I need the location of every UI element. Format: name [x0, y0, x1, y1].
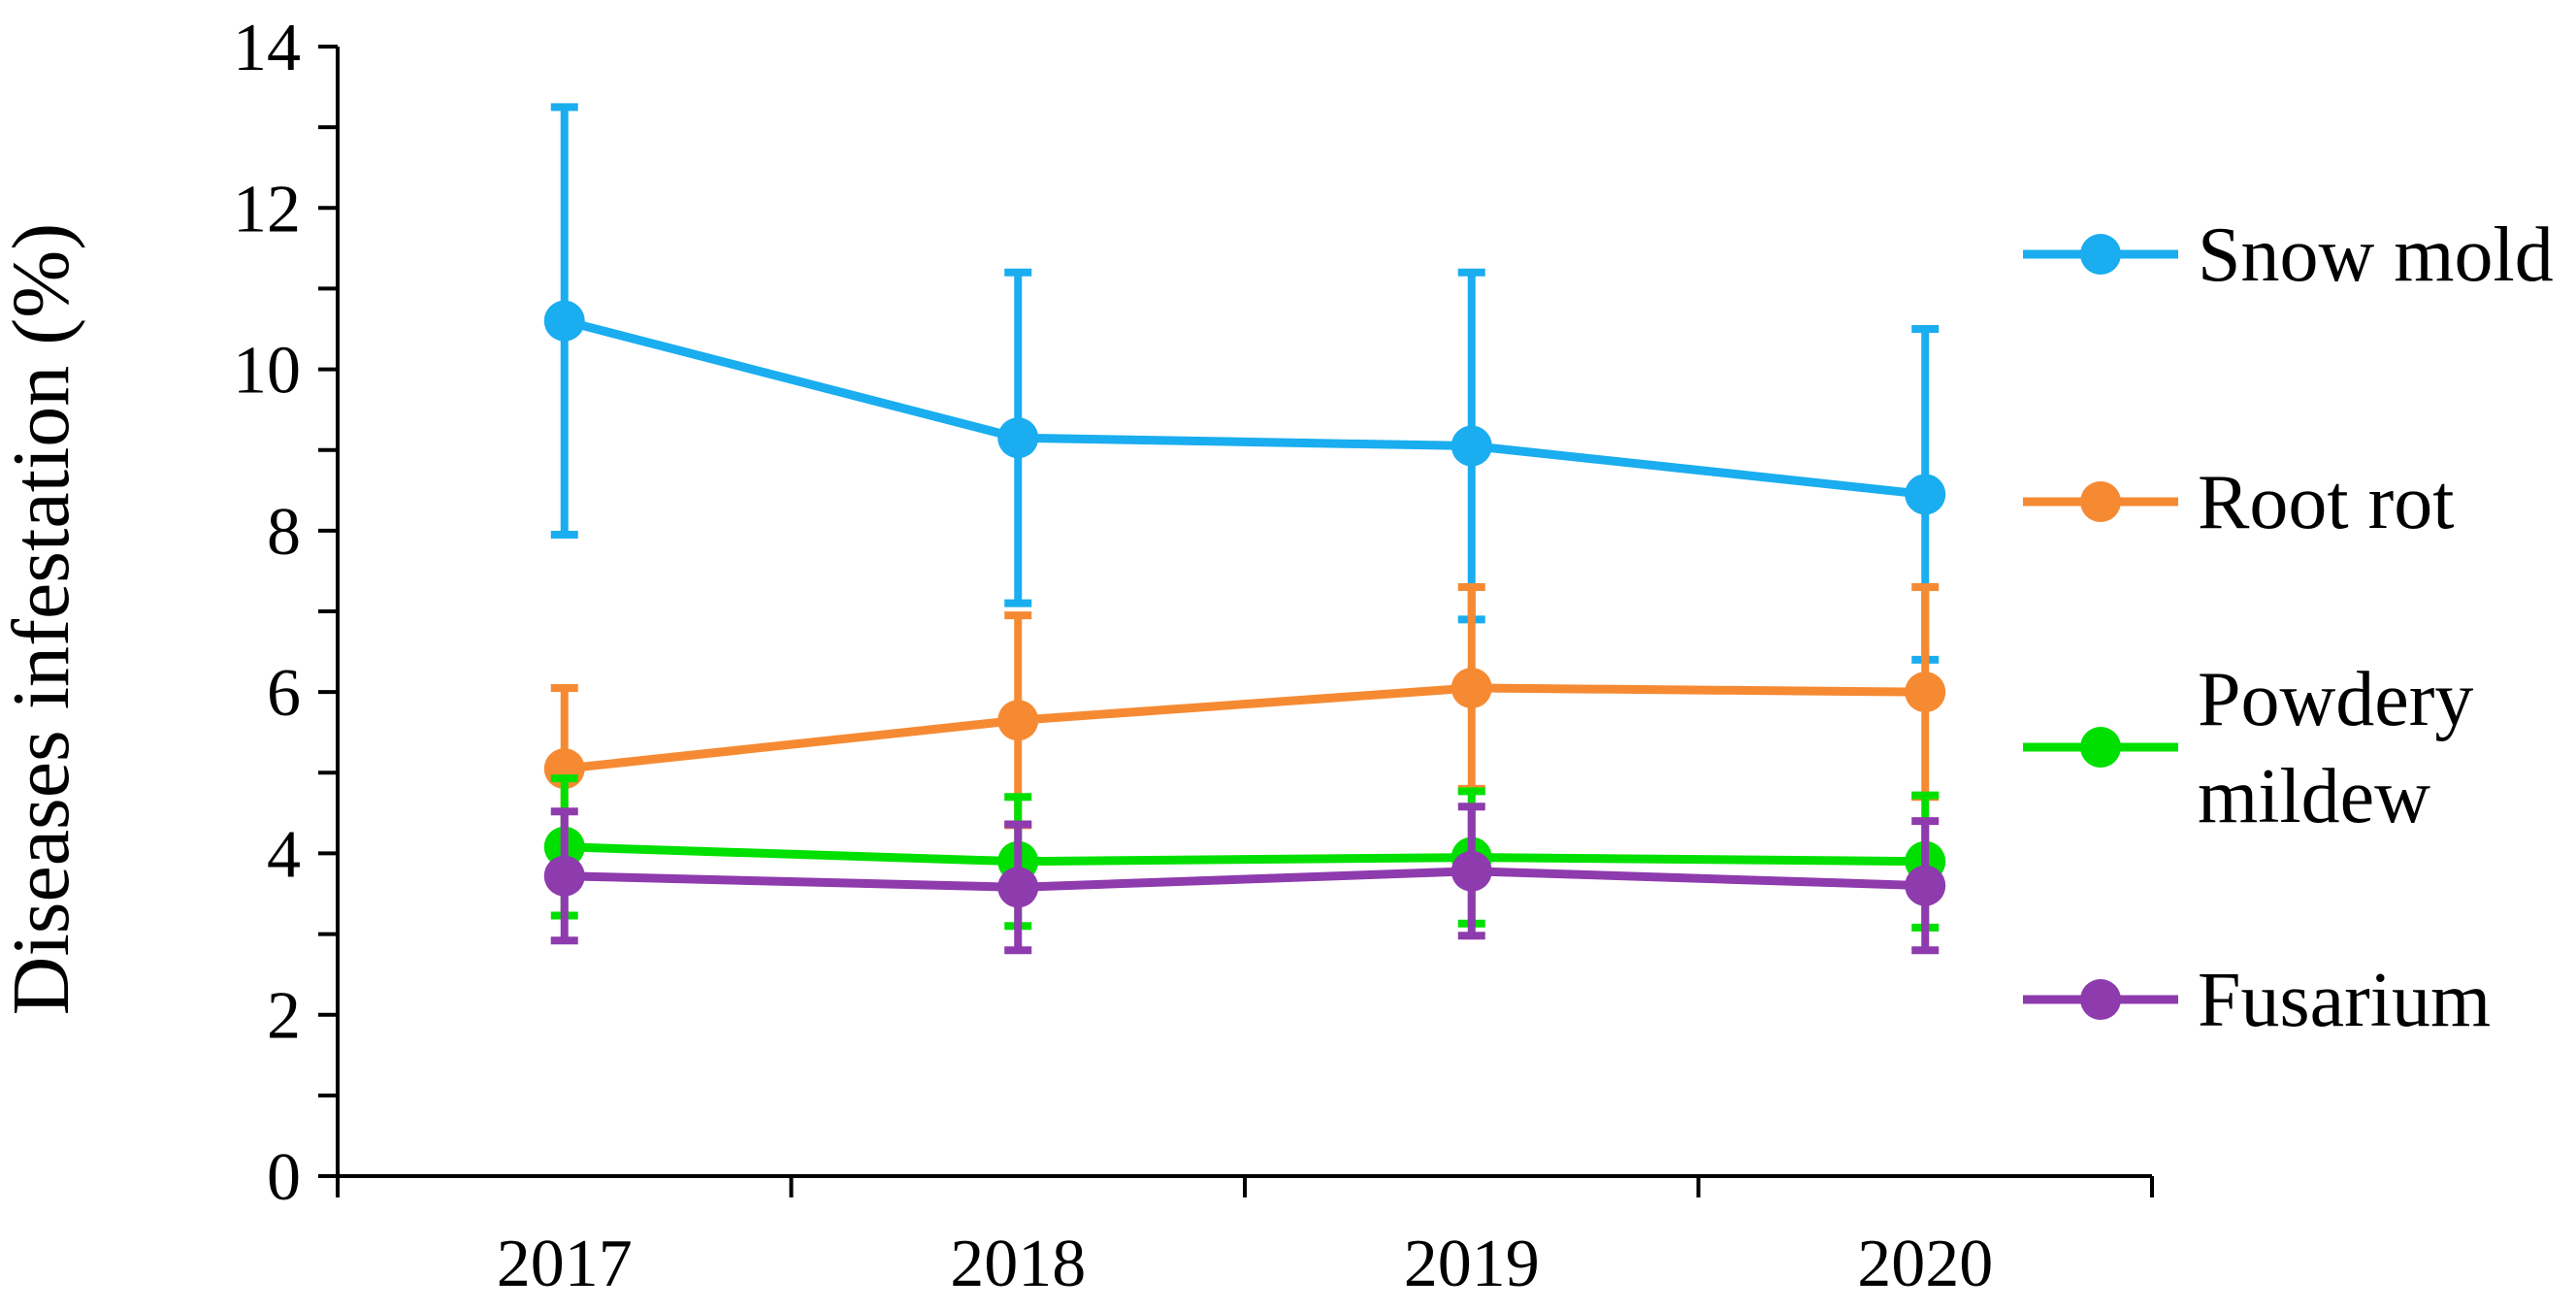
data-point: [1905, 672, 1946, 713]
data-point: [1451, 667, 1492, 708]
legend-marker: [2080, 727, 2121, 768]
legend-item: Root rot: [2023, 460, 2454, 545]
x-ticks: 2017 2018 2019 2020: [336, 1176, 2154, 1301]
legend-item: Powdery mildew: [2023, 657, 2473, 839]
y-tick-label: 14: [233, 11, 301, 85]
legend-label: mildew: [2198, 754, 2430, 839]
series-root-rot: [543, 583, 1946, 854]
legend: Snow mold Root rot Powdery mildew Fusarium: [2023, 213, 2554, 1043]
y-tick-label: 2: [267, 979, 301, 1054]
y-tick-label: 0: [267, 1140, 301, 1215]
data-point: [543, 855, 585, 897]
legend-label: Root rot: [2198, 460, 2454, 545]
data-point: [1451, 425, 1492, 467]
series-line: [564, 867, 1926, 892]
legend-item: Snow mold: [2023, 213, 2554, 298]
x-tick-label: 2017: [497, 1227, 633, 1301]
series-powdery-mildew: [543, 774, 1946, 932]
legend-marker: [2080, 979, 2121, 1020]
legend-marker: [2080, 234, 2121, 275]
data-point: [1905, 474, 1946, 515]
x-tick-label: 2019: [1404, 1227, 1540, 1301]
data-point: [997, 867, 1039, 908]
data-point: [997, 700, 1039, 741]
series-fusarium: [543, 803, 1946, 955]
y-ticks: 0 2 4 6 8 10 12 14: [233, 11, 338, 1215]
series-snow-mold: [543, 103, 1946, 664]
axes: [336, 47, 2152, 1178]
series-line: [564, 683, 1926, 773]
x-tick-label: 2018: [950, 1227, 1086, 1301]
y-axis-title: Diseases infestation (%): [0, 223, 86, 1015]
series-layer: [543, 103, 1946, 955]
y-tick-label: 4: [267, 817, 301, 892]
y-tick-label: 12: [233, 172, 301, 246]
legend-item: Fusarium: [2023, 958, 2491, 1043]
x-tick-label: 2020: [1857, 1227, 1993, 1301]
legend-marker: [2080, 481, 2121, 522]
y-tick-label: 6: [267, 656, 301, 731]
legend-label: Snow mold: [2198, 213, 2554, 298]
legend-label: Fusarium: [2198, 958, 2491, 1043]
data-point: [997, 417, 1039, 459]
series-line: [563, 316, 1926, 499]
y-tick-label: 10: [233, 334, 301, 409]
data-point: [1905, 865, 1946, 906]
y-tick-label: 8: [267, 495, 301, 570]
series-line: [564, 842, 1926, 867]
legend-label: Powdery: [2198, 657, 2473, 742]
data-point: [1451, 850, 1492, 892]
data-point: [543, 300, 585, 342]
